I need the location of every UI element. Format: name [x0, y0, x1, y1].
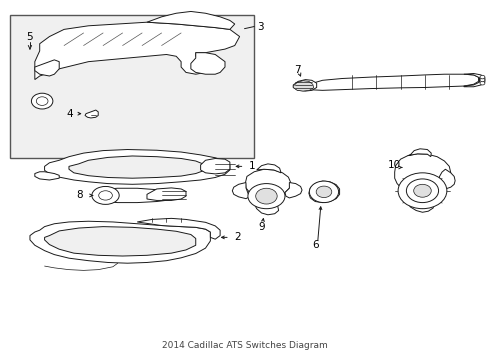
Text: 1: 1 [248, 161, 255, 171]
Text: 3: 3 [256, 22, 263, 32]
Ellipse shape [99, 191, 112, 200]
Text: 9: 9 [258, 222, 264, 231]
Polygon shape [147, 188, 185, 201]
Polygon shape [35, 172, 59, 180]
Text: 8: 8 [76, 190, 82, 201]
Text: 2014 Cadillac ATS Switches Diagram: 2014 Cadillac ATS Switches Diagram [162, 341, 326, 350]
Ellipse shape [255, 188, 277, 204]
Ellipse shape [31, 93, 53, 109]
Polygon shape [35, 60, 59, 76]
Ellipse shape [36, 97, 48, 105]
Polygon shape [255, 203, 278, 215]
Polygon shape [394, 154, 450, 193]
Ellipse shape [479, 78, 484, 82]
Polygon shape [190, 53, 224, 74]
Polygon shape [232, 183, 249, 199]
Text: 7: 7 [293, 64, 300, 75]
Ellipse shape [309, 181, 338, 203]
Polygon shape [256, 164, 281, 173]
Ellipse shape [247, 184, 285, 209]
Polygon shape [147, 12, 234, 30]
Polygon shape [293, 80, 316, 91]
Text: 10: 10 [386, 160, 400, 170]
Polygon shape [44, 226, 195, 256]
Ellipse shape [397, 173, 446, 209]
Ellipse shape [479, 81, 484, 85]
Polygon shape [137, 219, 220, 239]
Polygon shape [30, 221, 210, 263]
Ellipse shape [92, 186, 119, 204]
Polygon shape [308, 181, 339, 203]
Polygon shape [35, 22, 239, 80]
Polygon shape [293, 81, 313, 91]
Polygon shape [200, 158, 229, 174]
Bar [10, 15, 254, 158]
Polygon shape [245, 169, 290, 197]
Polygon shape [85, 110, 98, 118]
Polygon shape [439, 169, 454, 189]
Polygon shape [303, 74, 478, 90]
Ellipse shape [316, 186, 331, 198]
Text: 5: 5 [26, 32, 33, 41]
Ellipse shape [406, 179, 438, 203]
Text: 4: 4 [66, 109, 73, 119]
Polygon shape [44, 149, 229, 184]
Polygon shape [93, 188, 176, 203]
Ellipse shape [413, 184, 430, 197]
Polygon shape [285, 183, 302, 198]
Ellipse shape [479, 75, 484, 79]
Polygon shape [463, 73, 484, 87]
Text: 6: 6 [311, 240, 318, 250]
Text: 2: 2 [233, 232, 240, 242]
Polygon shape [69, 156, 205, 178]
Polygon shape [407, 149, 430, 157]
Polygon shape [408, 198, 433, 212]
